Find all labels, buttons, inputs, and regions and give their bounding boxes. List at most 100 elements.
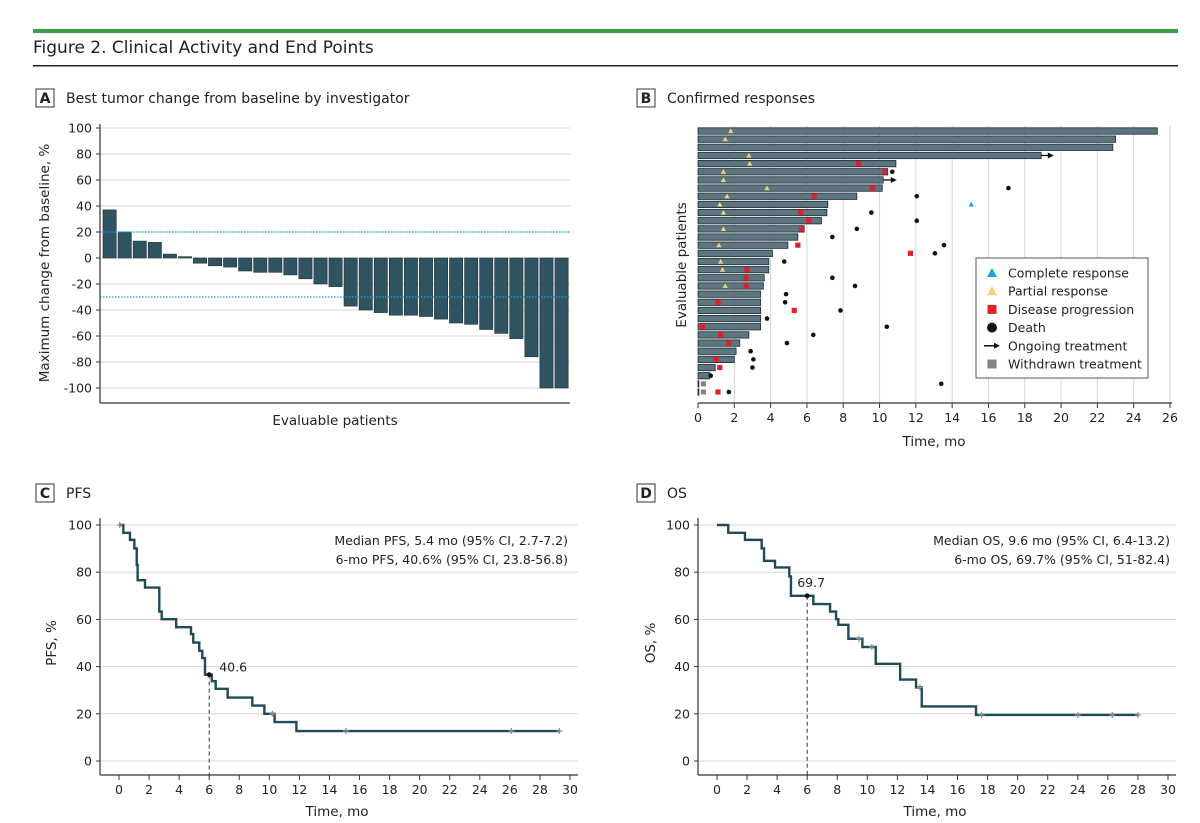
x-tick-label: 10 bbox=[859, 782, 875, 797]
y-tick-label: 100 bbox=[666, 518, 690, 533]
x-tick-label: 24 bbox=[1126, 410, 1142, 425]
censor-mark bbox=[269, 710, 276, 717]
bar bbox=[479, 257, 494, 330]
y-tick-label: -60 bbox=[72, 329, 92, 344]
death-marker bbox=[838, 308, 843, 313]
patient-bar bbox=[697, 314, 762, 323]
panel-d-letter: D bbox=[640, 486, 652, 502]
six-month-value-label: 40.6 bbox=[219, 660, 247, 675]
death-marker bbox=[782, 299, 788, 305]
death-marker bbox=[781, 259, 787, 264]
x-tick-label: 0 bbox=[115, 782, 123, 797]
figure-title: Figure 2. Clinical Activity and End Poin… bbox=[33, 38, 374, 58]
bar bbox=[208, 257, 223, 267]
withdrawn-marker bbox=[700, 389, 706, 395]
patient-bar bbox=[697, 241, 789, 249]
panel-d-xlabel: Time, mo bbox=[902, 804, 966, 820]
patient-bar bbox=[697, 266, 770, 274]
y-tick-label: 40 bbox=[76, 199, 92, 214]
censor-mark bbox=[508, 728, 515, 735]
x-tick-label: 22 bbox=[1089, 410, 1105, 425]
x-tick-label: 12 bbox=[889, 782, 905, 797]
panel-a-xlabel: Evaluable patients bbox=[272, 413, 397, 429]
panel-b-title: Confirmed responses bbox=[667, 91, 815, 107]
legend-label: Death bbox=[1008, 320, 1046, 335]
panel-a-title: Best tumor change from baseline by inves… bbox=[66, 91, 410, 107]
x-tick-label: 12 bbox=[291, 782, 307, 797]
panel-d-ylabel: OS, % bbox=[643, 623, 659, 664]
patient-bar bbox=[697, 274, 765, 282]
partial-response-marker bbox=[720, 226, 727, 231]
bar bbox=[509, 257, 524, 339]
x-tick-label: 4 bbox=[773, 782, 781, 797]
patient-bar bbox=[697, 192, 858, 200]
progression-marker bbox=[791, 307, 797, 314]
progression-marker bbox=[743, 283, 749, 289]
x-tick-label: 4 bbox=[767, 410, 775, 425]
x-tick-label: 20 bbox=[1010, 782, 1026, 797]
partial-response-marker bbox=[719, 267, 726, 272]
patient-bar bbox=[697, 380, 700, 388]
y-tick-label: 20 bbox=[76, 225, 92, 240]
censor-mark bbox=[343, 728, 350, 735]
y-tick-label: -40 bbox=[72, 303, 92, 318]
panel-c-6mo-annotation: 6-mo PFS, 40.6% (95% CI, 23.8-56.8) bbox=[336, 552, 568, 567]
bar bbox=[388, 257, 403, 316]
progression-marker bbox=[715, 389, 721, 395]
patient-bar bbox=[697, 282, 764, 290]
partial-response-marker bbox=[716, 242, 722, 248]
progression-marker bbox=[798, 226, 805, 232]
patient-bar bbox=[697, 184, 883, 192]
panel-c-title: PFS bbox=[66, 486, 91, 502]
partial-response-marker bbox=[720, 177, 727, 183]
bar bbox=[193, 257, 207, 264]
bar bbox=[147, 242, 162, 259]
legend-complete-response-icon bbox=[987, 268, 997, 277]
patient-bar bbox=[697, 208, 828, 217]
panel-a: A Best tumor change from baseline by inv… bbox=[35, 88, 570, 429]
censor-mark bbox=[868, 644, 875, 651]
bar bbox=[223, 257, 238, 268]
x-tick-label: 10 bbox=[872, 410, 888, 425]
panel-d-title: OS bbox=[667, 486, 687, 502]
y-tick-label: 60 bbox=[76, 612, 92, 627]
x-tick-label: 8 bbox=[839, 410, 847, 425]
death-marker bbox=[852, 283, 858, 289]
censor-mark bbox=[1074, 711, 1081, 718]
bar bbox=[283, 257, 298, 276]
x-tick-label: 6 bbox=[803, 782, 811, 797]
y-tick-label: 0 bbox=[682, 754, 690, 769]
legend-withdrawn-treatment-icon bbox=[987, 359, 997, 369]
patient-bar bbox=[697, 331, 750, 339]
patient-bar bbox=[697, 135, 1116, 143]
panel-b-legend: Complete response Partial response Disease… bbox=[975, 257, 1149, 379]
bar bbox=[102, 209, 117, 259]
death-marker bbox=[751, 357, 756, 362]
x-tick-label: 24 bbox=[1070, 782, 1086, 797]
death-marker bbox=[854, 226, 860, 232]
patient-bar bbox=[697, 339, 741, 347]
patient-bar bbox=[697, 388, 700, 396]
panel-c-xlabel: Time, mo bbox=[304, 804, 368, 820]
bar bbox=[253, 257, 268, 273]
death-marker bbox=[889, 169, 895, 175]
y-tick-label: -80 bbox=[72, 355, 92, 370]
legend-label: Ongoing treatment bbox=[1008, 338, 1127, 353]
y-tick-label: 100 bbox=[68, 121, 92, 136]
progression-marker bbox=[743, 275, 749, 281]
bar bbox=[403, 257, 418, 316]
censor-mark bbox=[116, 522, 123, 528]
partial-response-marker bbox=[717, 201, 723, 207]
patient-bar bbox=[697, 257, 770, 266]
x-tick-label: 0 bbox=[694, 410, 702, 425]
x-tick-label: 22 bbox=[442, 782, 458, 797]
bar bbox=[117, 231, 132, 259]
death-marker bbox=[830, 275, 835, 281]
progression-marker bbox=[811, 193, 817, 199]
bar bbox=[554, 257, 569, 389]
x-tick-label: 30 bbox=[562, 782, 578, 797]
death-marker bbox=[764, 316, 770, 321]
y-tick-label: 20 bbox=[76, 706, 92, 721]
y-tick-label: 40 bbox=[674, 659, 690, 674]
y-tick-label: 60 bbox=[76, 173, 92, 188]
